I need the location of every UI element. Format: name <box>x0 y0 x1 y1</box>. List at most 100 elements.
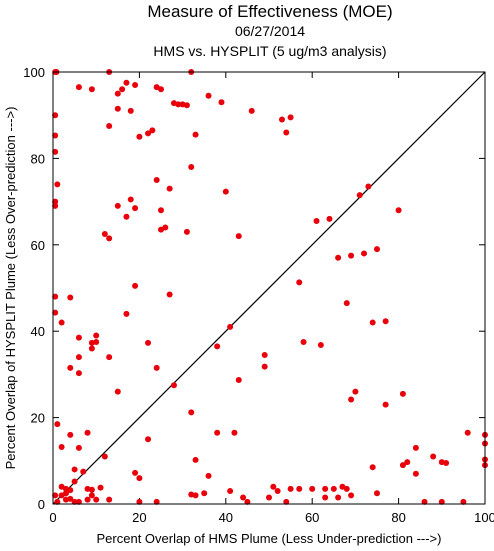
data-point <box>395 207 402 214</box>
data-point <box>132 469 139 476</box>
data-point <box>287 485 294 492</box>
reference-line <box>52 71 486 505</box>
data-point <box>183 228 190 235</box>
data-point <box>374 246 380 253</box>
data-point <box>382 401 389 408</box>
data-point <box>58 319 65 326</box>
data-point <box>97 484 104 491</box>
data-point <box>80 468 87 475</box>
data-point <box>75 334 82 341</box>
data-point <box>218 99 225 106</box>
data-point <box>71 478 78 485</box>
data-point <box>88 345 95 352</box>
data-point <box>348 492 355 499</box>
data-point <box>75 354 82 361</box>
data-point <box>145 436 152 443</box>
data-point <box>227 488 234 495</box>
data-point <box>365 183 372 190</box>
data-point <box>335 254 342 261</box>
data-point <box>153 177 160 183</box>
data-point <box>52 148 59 155</box>
data-point <box>52 198 59 205</box>
data-point <box>166 291 173 298</box>
data-point <box>188 164 195 171</box>
data-point <box>88 492 95 499</box>
data-point <box>309 485 316 492</box>
data-point <box>283 129 290 136</box>
data-point <box>84 496 91 503</box>
data-point <box>248 107 255 114</box>
chart-subtitle-date: 06/27/2014 <box>235 23 305 39</box>
data-point <box>278 116 285 123</box>
data-point <box>119 86 126 93</box>
data-point <box>67 294 74 301</box>
data-point <box>123 213 130 220</box>
data-point <box>170 382 177 389</box>
data-point <box>101 231 108 237</box>
data-point <box>438 498 445 505</box>
data-point <box>127 196 134 203</box>
data-point <box>106 354 113 361</box>
data-point <box>287 114 294 121</box>
data-point <box>183 102 190 109</box>
data-point <box>399 390 406 397</box>
data-point <box>322 485 329 492</box>
chart-title: Measure of Effectiveness (MOE) <box>147 2 392 21</box>
data-point <box>412 444 419 451</box>
data-point <box>192 492 199 499</box>
data-point <box>326 215 333 222</box>
data-point <box>106 235 113 242</box>
data-point <box>175 101 182 108</box>
data-point <box>153 364 160 371</box>
data-point <box>244 498 251 505</box>
data-point <box>145 130 152 137</box>
data-point <box>52 492 59 499</box>
data-point <box>261 351 268 358</box>
data-point <box>75 498 82 505</box>
data-point <box>101 453 108 460</box>
data-point <box>88 339 95 346</box>
data-point <box>67 364 74 371</box>
data-point <box>404 459 411 466</box>
data-point <box>52 293 59 300</box>
data-point <box>274 488 281 495</box>
data-point <box>71 466 78 473</box>
data-point <box>205 92 212 99</box>
data-point <box>123 310 130 317</box>
data-point <box>222 188 229 195</box>
data-point <box>52 112 59 119</box>
data-point <box>356 192 363 199</box>
data-point <box>54 498 61 505</box>
data-point <box>322 494 329 501</box>
y-tick-label: 20 <box>31 411 45 426</box>
data-point <box>75 370 82 377</box>
data-point <box>240 494 247 501</box>
data-point <box>106 496 113 503</box>
data-point <box>52 132 59 139</box>
data-point <box>153 498 160 505</box>
x-tick-label: 100 <box>474 510 494 525</box>
data-point <box>235 377 242 384</box>
data-point <box>58 492 65 499</box>
data-point <box>88 486 95 493</box>
data-point <box>149 127 156 134</box>
data-point <box>75 84 82 91</box>
data-point <box>114 105 121 112</box>
y-tick-label: 80 <box>31 151 45 166</box>
data-point <box>132 282 139 289</box>
y-tick-label: 40 <box>31 324 45 339</box>
x-tick-label: 0 <box>49 510 56 525</box>
data-point <box>67 495 74 502</box>
data-point <box>300 339 307 345</box>
data-point <box>136 475 143 482</box>
data-point <box>214 429 221 436</box>
data-point <box>464 429 471 436</box>
x-tick-label: 60 <box>305 510 319 525</box>
x-tick-label: 80 <box>391 510 405 525</box>
data-point <box>352 388 359 395</box>
data-point <box>75 444 82 451</box>
data-point <box>52 202 59 209</box>
data-point <box>348 252 355 259</box>
data-point <box>132 205 139 212</box>
